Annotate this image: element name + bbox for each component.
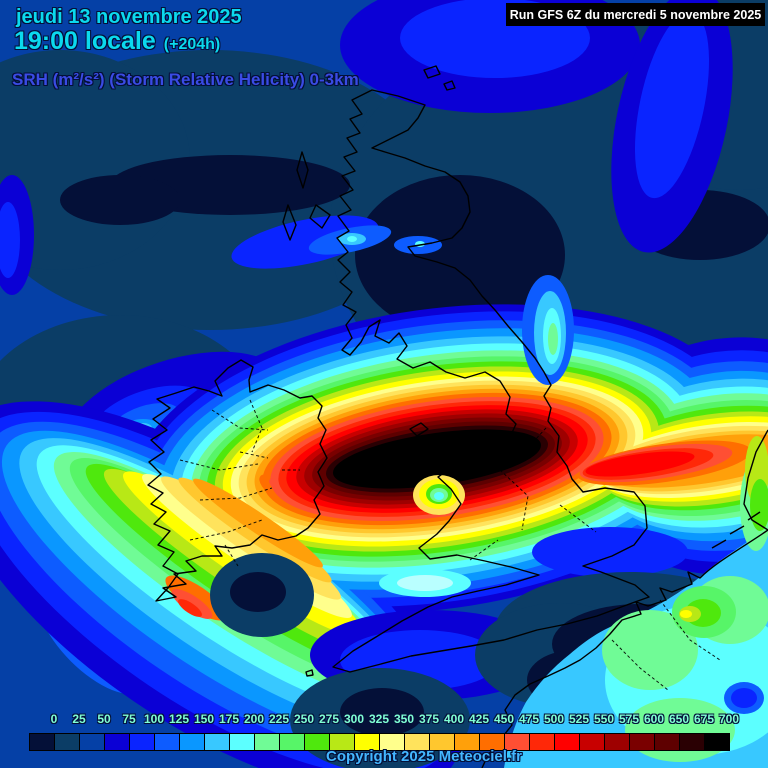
scale-swatch — [430, 733, 455, 751]
scale-swatch — [355, 733, 380, 751]
scale-label: 425 — [468, 712, 490, 726]
scale-label: 525 — [568, 712, 590, 726]
scale-swatch — [105, 733, 130, 751]
scale-label: 675 — [693, 712, 715, 726]
scale-label: 25 — [72, 712, 86, 726]
scale-swatch — [29, 733, 55, 751]
scale-swatch — [280, 733, 305, 751]
scale-swatch — [230, 733, 255, 751]
forecast-date-label: jeudi 13 novembre 2025 — [16, 6, 242, 28]
scale-swatch — [555, 733, 580, 751]
copyright-notice: Copyright 2025 Meteociel.fr — [326, 748, 522, 765]
scale-label: 400 — [443, 712, 465, 726]
scale-label: 225 — [268, 712, 290, 726]
scale-swatch — [580, 733, 605, 751]
scale-label: 300 — [343, 712, 365, 726]
forecast-time-label: 19:00 locale (+204h) — [14, 27, 220, 56]
scale-swatch — [680, 733, 705, 751]
scale-label: 550 — [593, 712, 615, 726]
model-run-info-box: Run GFS 6Z du mercredi 5 novembre 2025 — [506, 3, 765, 26]
scale-label: 500 — [543, 712, 565, 726]
scale-label: 125 — [168, 712, 190, 726]
scale-label: 50 — [97, 712, 111, 726]
scale-label: 350 — [393, 712, 415, 726]
scale-swatch — [705, 733, 730, 751]
scale-label: 450 — [493, 712, 515, 726]
scale-label: 75 — [122, 712, 136, 726]
scale-label: 275 — [318, 712, 340, 726]
scale-swatch — [130, 733, 155, 751]
scale-swatch — [55, 733, 80, 751]
scale-swatch — [505, 733, 530, 751]
scale-label: 100 — [143, 712, 165, 726]
scale-label: 0 — [50, 712, 58, 726]
scale-swatch — [530, 733, 555, 751]
scale-label: 150 — [193, 712, 215, 726]
scale-label: 250 — [293, 712, 315, 726]
scale-swatch — [80, 733, 105, 751]
scale-swatch — [155, 733, 180, 751]
scale-label: 375 — [418, 712, 440, 726]
scale-swatch — [655, 733, 680, 751]
scale-label: 325 — [368, 712, 390, 726]
scale-label: 650 — [668, 712, 690, 726]
scale-swatch — [480, 733, 505, 751]
scale-swatch — [180, 733, 205, 751]
scale-swatch — [455, 733, 480, 751]
forecast-hour-offset: (+204h) — [163, 36, 221, 53]
scale-swatch — [630, 733, 655, 751]
scale-swatch — [205, 733, 230, 751]
scale-swatch — [305, 733, 330, 751]
scale-label: 475 — [518, 712, 540, 726]
scale-swatch — [380, 733, 405, 751]
scale-label: 700 — [718, 712, 740, 726]
scale-swatch — [605, 733, 630, 751]
local-time-text: 19:00 locale — [14, 27, 156, 55]
color-scale-labels: 0 25 50 75 100 125 150 175 200 225 250 275 300 325 350… — [0, 712, 768, 730]
scale-label: 600 — [643, 712, 665, 726]
scale-swatch — [330, 733, 355, 751]
scale-label: 200 — [243, 712, 265, 726]
region-border-paths — [179, 399, 721, 691]
scale-swatch — [255, 733, 280, 751]
scale-swatch — [405, 733, 430, 751]
scale-label: 575 — [618, 712, 640, 726]
color-scale-bar — [29, 733, 730, 751]
parameter-title: SRH (m²/s²) (Storm Relative Helicity) 0-… — [12, 70, 359, 89]
coastline-paths — [147, 65, 768, 768]
scale-label: 175 — [218, 712, 240, 726]
model-run-info-text: Run GFS 6Z du mercredi 5 novembre 2025 — [509, 7, 762, 22]
